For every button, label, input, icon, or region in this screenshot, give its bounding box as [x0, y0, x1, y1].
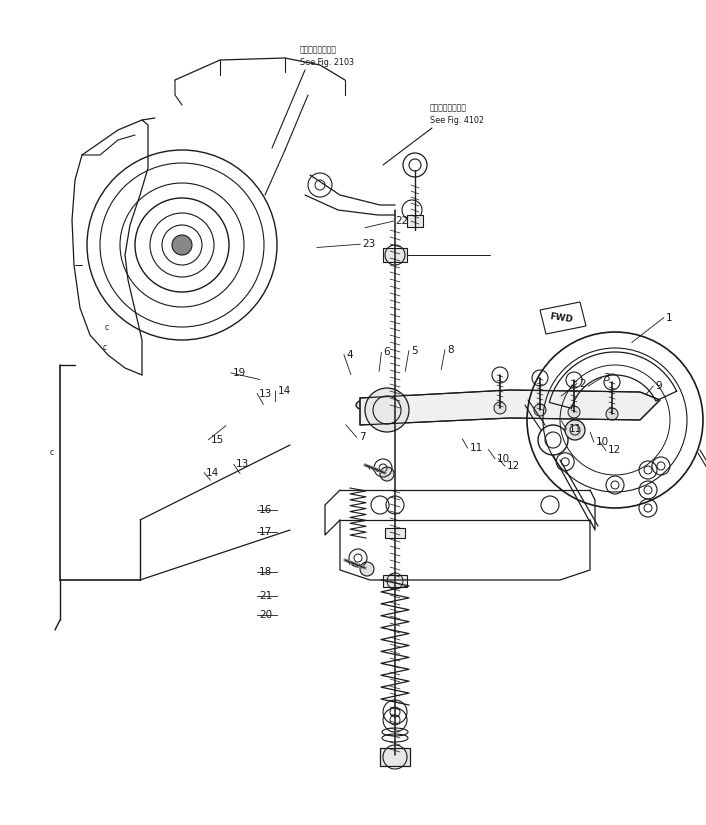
Text: 14: 14 — [277, 386, 291, 396]
Text: 第４１０２図参照: 第４１０２図参照 — [430, 103, 467, 112]
Bar — [385, 528, 405, 538]
Text: 9: 9 — [655, 381, 662, 391]
Text: 14: 14 — [206, 468, 220, 478]
Text: 2: 2 — [579, 379, 585, 389]
Text: c: c — [50, 448, 54, 457]
Text: 7: 7 — [359, 432, 365, 442]
Ellipse shape — [375, 400, 415, 410]
Circle shape — [380, 467, 394, 481]
Text: c: c — [103, 343, 107, 352]
Text: 15: 15 — [210, 435, 224, 445]
Text: 16: 16 — [259, 505, 273, 515]
Text: 10: 10 — [497, 454, 510, 464]
Bar — [383, 575, 407, 587]
Ellipse shape — [356, 395, 434, 415]
Circle shape — [565, 420, 585, 440]
Text: 11: 11 — [469, 443, 483, 453]
Text: 21: 21 — [259, 592, 273, 601]
Text: See Fig. 2103: See Fig. 2103 — [300, 58, 354, 67]
Circle shape — [534, 404, 546, 416]
Bar — [407, 215, 423, 227]
Text: 22: 22 — [395, 216, 409, 226]
Text: 13: 13 — [236, 460, 249, 469]
Text: 3: 3 — [604, 373, 610, 383]
Text: 8: 8 — [447, 345, 453, 355]
Text: 6: 6 — [383, 347, 390, 357]
Text: c: c — [105, 323, 109, 332]
Polygon shape — [540, 302, 586, 334]
Text: 18: 18 — [259, 567, 273, 577]
Text: 5: 5 — [411, 346, 417, 356]
Text: 20: 20 — [259, 610, 273, 620]
Text: 4: 4 — [346, 350, 352, 360]
Text: 23: 23 — [362, 239, 376, 249]
Text: 11: 11 — [568, 424, 582, 434]
Circle shape — [365, 388, 409, 432]
Text: 17: 17 — [259, 527, 273, 537]
Circle shape — [494, 402, 506, 414]
Circle shape — [568, 406, 580, 418]
Text: 19: 19 — [233, 368, 246, 378]
Text: 13: 13 — [259, 389, 273, 398]
Circle shape — [360, 562, 374, 576]
Text: 1: 1 — [666, 313, 672, 323]
Text: 12: 12 — [507, 461, 520, 471]
Polygon shape — [360, 390, 660, 425]
Text: See Fig. 4102: See Fig. 4102 — [430, 116, 484, 125]
Text: 12: 12 — [608, 446, 621, 455]
Circle shape — [172, 235, 192, 255]
Text: 第２１０３図参照: 第２１０３図参照 — [300, 45, 337, 54]
Bar — [383, 248, 407, 262]
Text: FWD: FWD — [549, 312, 573, 324]
Circle shape — [606, 408, 618, 420]
Bar — [380, 748, 410, 766]
Text: 10: 10 — [596, 437, 609, 447]
